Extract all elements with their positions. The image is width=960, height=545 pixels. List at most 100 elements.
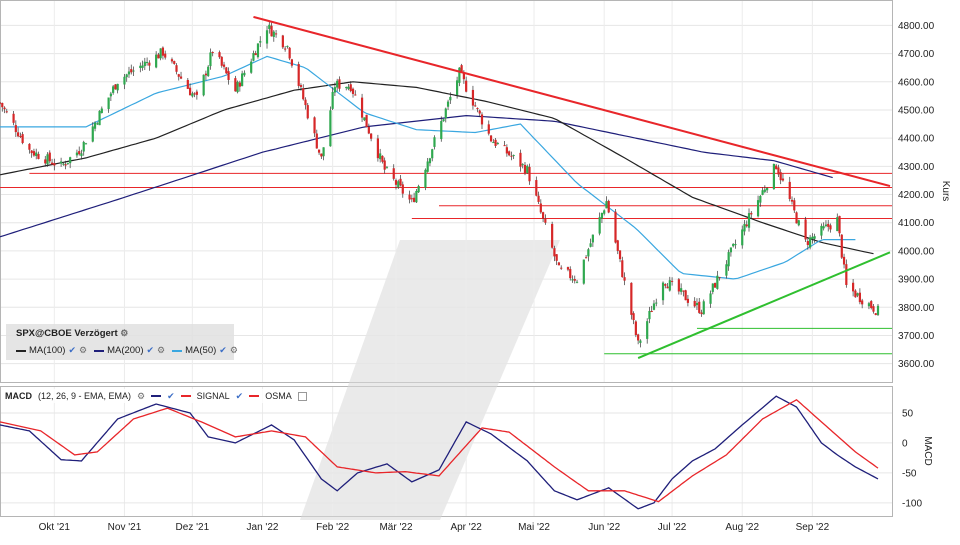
candle-body bbox=[179, 76, 183, 79]
candle-body bbox=[646, 321, 649, 339]
candle-body bbox=[788, 181, 791, 200]
macd-check-icon[interactable]: ✔ bbox=[167, 390, 175, 401]
macd-legend: MACD (12, 26, 9 - EMA, EMA) ⚙ ✔ SIGNAL ✔… bbox=[2, 389, 310, 403]
candle-body bbox=[225, 67, 228, 74]
ma-settings-gear-icon[interactable]: ⚙ bbox=[157, 345, 166, 355]
candle-body bbox=[840, 234, 843, 258]
candle-body bbox=[519, 152, 522, 167]
candle-body bbox=[614, 211, 617, 243]
candle-body bbox=[145, 61, 149, 63]
candle-body bbox=[32, 151, 36, 156]
candle-body bbox=[695, 302, 699, 306]
candle-body bbox=[44, 159, 47, 164]
settings-gear-icon[interactable]: ⚙ bbox=[120, 328, 129, 338]
candle-body bbox=[569, 269, 572, 279]
candle-body bbox=[64, 164, 67, 166]
candle-body bbox=[603, 210, 606, 214]
candle-body bbox=[234, 78, 237, 92]
candle-body bbox=[336, 80, 339, 88]
price-y-tick-label: 4000.00 bbox=[898, 246, 935, 257]
candle-body bbox=[822, 226, 825, 229]
x-tick-label: Jun '22 bbox=[588, 522, 620, 533]
x-tick-label: Aug '22 bbox=[725, 522, 759, 533]
ma-legend-item: MA(200) ✔ ⚙ bbox=[94, 345, 165, 356]
candle-body bbox=[69, 157, 72, 164]
candle-body bbox=[211, 52, 214, 54]
candle-body bbox=[766, 187, 769, 191]
candle-body bbox=[392, 168, 395, 179]
candle-body bbox=[584, 257, 588, 259]
x-tick-label: Apr '22 bbox=[450, 522, 482, 533]
candle-body bbox=[313, 117, 316, 134]
signal-check-icon[interactable]: ✔ bbox=[235, 390, 244, 401]
candle-body bbox=[50, 162, 54, 165]
ma-legend-item: MA(100) ✔ ⚙ bbox=[16, 345, 87, 356]
candle-body bbox=[505, 147, 508, 154]
candle-body bbox=[523, 164, 527, 174]
candle-body bbox=[605, 201, 608, 209]
candle-body bbox=[250, 61, 253, 73]
candle-body bbox=[252, 53, 255, 61]
candle-body bbox=[288, 47, 291, 59]
ma-check-icon[interactable]: ✔ bbox=[219, 345, 227, 355]
osma-checkbox-icon[interactable] bbox=[297, 391, 307, 401]
candle-body bbox=[560, 267, 563, 269]
candle-body bbox=[302, 88, 305, 100]
candle-body bbox=[460, 65, 463, 73]
macd-settings-gear-icon[interactable]: ⚙ bbox=[137, 390, 146, 401]
macd-params: (12, 26, 9 - EMA, EMA) bbox=[38, 391, 132, 401]
ma-settings-gear-icon[interactable]: ⚙ bbox=[78, 345, 88, 355]
candle-body bbox=[236, 81, 239, 93]
candle-body bbox=[747, 213, 751, 228]
candle-body bbox=[66, 162, 69, 164]
candle-body bbox=[487, 124, 490, 134]
candle-body bbox=[729, 247, 733, 253]
candle-body bbox=[777, 167, 780, 175]
candle-body bbox=[845, 264, 848, 285]
trendline bbox=[637, 251, 891, 359]
ma-check-icon[interactable]: ✔ bbox=[146, 345, 155, 355]
x-tick-label: Mai '22 bbox=[518, 522, 550, 533]
price-y-tick-label: 3600.00 bbox=[898, 359, 935, 370]
candle-body bbox=[870, 301, 873, 309]
candle-body bbox=[820, 225, 823, 236]
candle-body bbox=[268, 24, 271, 29]
candle-body bbox=[852, 282, 855, 292]
ma-label: MA(50) bbox=[185, 345, 217, 356]
candle-body bbox=[385, 167, 389, 169]
macd-y-tick-label: -100 bbox=[902, 498, 922, 509]
candle-body bbox=[78, 151, 81, 155]
ma-settings-gear-icon[interactable]: ⚙ bbox=[229, 345, 238, 355]
candle-body bbox=[399, 178, 402, 186]
candle-body bbox=[713, 283, 717, 288]
candle-body bbox=[329, 110, 332, 147]
candle-body bbox=[716, 275, 719, 289]
candle-body bbox=[474, 105, 477, 107]
ma-legend-row: MA(100) ✔ ⚙ MA(200) ✔ ⚙ MA(50) ✔ ⚙ bbox=[16, 345, 238, 356]
candle-body bbox=[727, 252, 730, 267]
osma-label: OSMA bbox=[265, 391, 292, 401]
candle-body bbox=[127, 71, 131, 75]
candle-body bbox=[686, 298, 690, 303]
candle-body bbox=[496, 143, 499, 145]
candle-body bbox=[571, 279, 574, 281]
candle-body bbox=[220, 56, 223, 66]
candle-body bbox=[732, 243, 735, 247]
candle-body bbox=[204, 73, 208, 76]
ma200-line bbox=[0, 114, 833, 238]
candle-body bbox=[143, 61, 146, 67]
macd-axis-label: MACD bbox=[922, 436, 933, 465]
candle-body bbox=[456, 80, 459, 96]
candle-body bbox=[510, 155, 513, 157]
candle-body bbox=[401, 184, 404, 194]
candle-body bbox=[351, 88, 355, 94]
ma-check-icon[interactable]: ✔ bbox=[68, 345, 76, 355]
candle-body bbox=[17, 132, 20, 137]
candle-body bbox=[607, 200, 610, 213]
candle-body bbox=[693, 300, 696, 307]
candle-body bbox=[0, 102, 2, 104]
candle-body bbox=[535, 180, 538, 196]
candle-body bbox=[202, 74, 205, 96]
candle-body bbox=[322, 147, 325, 157]
